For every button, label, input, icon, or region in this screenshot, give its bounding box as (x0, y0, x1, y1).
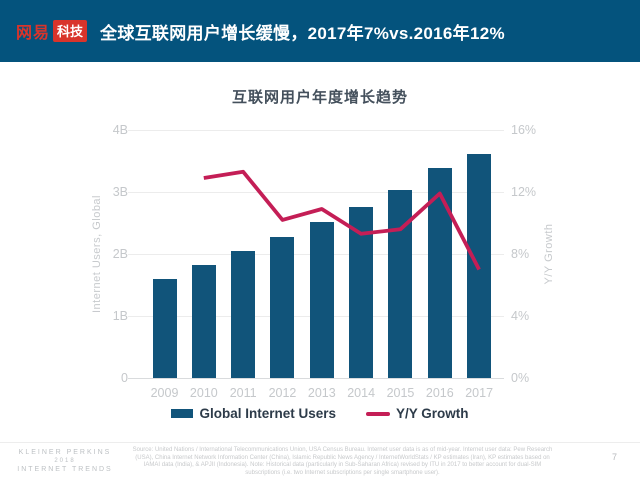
plot-area (128, 130, 504, 379)
x-axis-label: 2009 (150, 386, 179, 400)
x-axis-label: 2014 (347, 386, 376, 400)
source-text: Source: United Nations / International T… (132, 447, 553, 476)
x-axis-label: 2011 (229, 386, 257, 400)
right-axis-tick: 8% (511, 247, 530, 261)
right-axis-tick: 12% (511, 185, 537, 199)
left-axis-tick: 1B (112, 309, 128, 323)
left-axis-tick: 3B (112, 185, 128, 199)
x-axis-label: 2012 (268, 386, 297, 400)
x-axis-label: 2017 (465, 386, 494, 400)
legend-label: Global Internet Users (199, 406, 337, 421)
brand-line: 2018 (54, 458, 76, 464)
line-swatch-icon (366, 411, 391, 416)
bar-swatch-icon (171, 409, 194, 418)
right-axis-tick: 0% (511, 371, 530, 385)
chart-title: 互联网用户年度增长趋势 (231, 89, 408, 106)
gridline (128, 378, 504, 379)
bar-2009 (152, 278, 177, 378)
gridline (128, 130, 504, 131)
legend-label: Y/Y Growth (396, 406, 469, 421)
x-axis-labels: 2009 2010 2011 2012 2013 2014 2015 2016 2017 (135, 386, 497, 402)
bar-2012 (270, 236, 295, 378)
x-axis-label: 2013 (307, 386, 336, 400)
left-axis-tick: 2B (112, 247, 128, 261)
page-title: 全球互联网用户增长缓慢，2017年7%vs.2016年12% (100, 23, 505, 43)
growth-line (203, 169, 481, 271)
legend-item-line: Y/Y Growth (366, 406, 469, 421)
gridline (128, 192, 504, 193)
footer-divider (0, 442, 640, 443)
x-axis-label: 2010 (189, 386, 218, 400)
bar-2010 (191, 264, 216, 378)
bar-2013 (309, 222, 334, 378)
x-axis-label: 2015 (386, 386, 415, 400)
bar-2011 (231, 250, 256, 378)
right-axis-ticks: 16% 12% 8% 4% 0% (511, 123, 555, 385)
legend-item-bar: Global Internet Users (171, 406, 336, 421)
page-number: 7 (612, 452, 618, 462)
logo-brand-text: 网易 (16, 25, 51, 42)
brand-line: INTERNET TRENDS (17, 466, 113, 473)
netease-tech-logo[interactable]: 网易 科技 (16, 19, 88, 43)
header: 网易 科技 全球互联网用户增长缓慢，2017年7%vs.2016年12% (0, 0, 640, 62)
right-axis-tick: 16% (511, 123, 537, 137)
legend: Global Internet Users Y/Y Growth (0, 406, 640, 421)
left-axis-ticks: 4B 3B 2B 1B 0 (90, 123, 128, 385)
brand-line: KLEINER PERKINS (18, 449, 112, 456)
left-axis-tick: 4B (112, 123, 128, 137)
logo-sub-badge: 科技 (53, 20, 88, 42)
right-axis-tick: 4% (511, 309, 530, 323)
brand-block: KLEINER PERKINS 2018 INTERNET TRENDS (6, 448, 124, 474)
left-axis-tick: 0 (121, 371, 128, 385)
x-axis-label: 2016 (425, 386, 454, 400)
